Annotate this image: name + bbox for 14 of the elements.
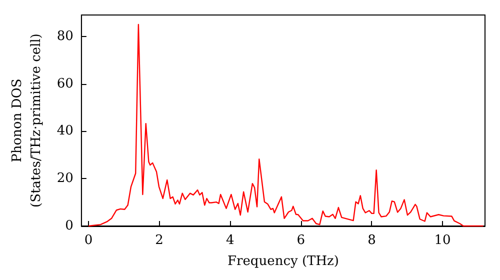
y-tick-label: 40 bbox=[56, 124, 74, 139]
line-series bbox=[88, 24, 484, 227]
x-tick-label: 8 bbox=[368, 233, 376, 248]
y-axis-title: Phonon DOS (States/THz·primitive cell) bbox=[10, 33, 44, 208]
x-tick-label: 6 bbox=[296, 233, 306, 248]
x-axis-title: Frequency (THz) bbox=[227, 254, 339, 269]
y-tick-label: 80 bbox=[56, 28, 74, 44]
x-tick-label: 4 bbox=[226, 233, 234, 248]
y-tick-label: 0 bbox=[65, 218, 74, 234]
y-tick-label: 60 bbox=[56, 76, 74, 92]
x-tick-label: 2 bbox=[155, 233, 164, 248]
x-tick-label: 0 bbox=[84, 233, 93, 248]
y-tick-label: 20 bbox=[56, 171, 74, 186]
x-tick-label: 10 bbox=[434, 233, 451, 248]
